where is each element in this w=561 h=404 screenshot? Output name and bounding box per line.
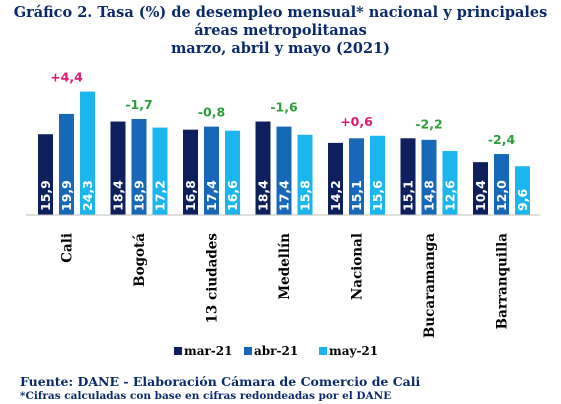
value-label-bucaramanga-abr-21: 14,8 bbox=[422, 180, 437, 211]
value-label-nacional-mar-21: 14,2 bbox=[328, 180, 343, 211]
legend-label-may-21: may-21 bbox=[329, 344, 378, 358]
change-label-medellin: -1,6 bbox=[270, 100, 298, 115]
legend-swatch-abr-21 bbox=[244, 347, 252, 355]
bar-bogota-abr-21 bbox=[131, 118, 147, 215]
bar-bogota-may-21 bbox=[152, 127, 168, 215]
bar-nacional-abr-21 bbox=[349, 138, 364, 215]
legend-label-abr-21: abr-21 bbox=[254, 344, 298, 358]
value-label-cali-abr-21: 19,9 bbox=[59, 180, 74, 211]
legend-swatch-mar-21 bbox=[174, 347, 182, 355]
value-label-barranquilla-mar-21: 10,4 bbox=[473, 180, 488, 211]
value-label-13-ciudades-may-21: 16,6 bbox=[225, 180, 240, 211]
value-label-cali-may-21: 24,3 bbox=[80, 180, 95, 211]
category-label-barranquilla: Barranquilla bbox=[495, 233, 511, 330]
bar-bogota-mar-21 bbox=[110, 121, 126, 215]
change-label-nacional: +0,6 bbox=[340, 114, 373, 129]
bar-13-ciudades-mar-21 bbox=[183, 129, 198, 215]
change-label-13-ciudades: -0,8 bbox=[198, 105, 225, 120]
title-line-1: Gráfico 2. Tasa (%) de desempleo mensual… bbox=[13, 4, 548, 21]
bar-barranquilla-may-21 bbox=[515, 166, 530, 215]
value-label-13-ciudades-mar-21: 16,8 bbox=[183, 180, 198, 211]
change-label-bucaramanga: -2,2 bbox=[415, 116, 442, 131]
bar-13-ciudades-may-21 bbox=[225, 130, 240, 215]
chart-title: Gráfico 2. Tasa (%) de desempleo mensual… bbox=[0, 4, 561, 58]
value-label-barranquilla-may-21: 9,6 bbox=[515, 189, 530, 211]
category-label-bogota: Bogotá bbox=[132, 233, 148, 287]
source-footer: Fuente: DANE - Elaboración Cámara de Com… bbox=[20, 374, 421, 389]
category-label-nacional: Nacional bbox=[350, 233, 366, 300]
value-label-bucaramanga-mar-21: 15,1 bbox=[401, 180, 416, 211]
category-label-13-ciudades: 13 ciudades bbox=[205, 233, 221, 324]
bar-cali-mar-21 bbox=[38, 134, 53, 215]
bar-nacional-mar-21 bbox=[328, 142, 343, 215]
bar-cali-may-21 bbox=[80, 91, 95, 215]
value-label-13-ciudades-abr-21: 17,4 bbox=[204, 180, 219, 211]
value-label-medellin-mar-21: 18,4 bbox=[256, 180, 271, 211]
category-label-medellin: Medellín bbox=[277, 233, 293, 300]
bar-nacional-may-21 bbox=[370, 135, 385, 215]
value-label-nacional-abr-21: 15,1 bbox=[349, 180, 364, 211]
bar-barranquilla-abr-21 bbox=[494, 154, 509, 215]
title-line-2: áreas metropolitanas bbox=[194, 22, 367, 39]
category-label-bucaramanga: Bucaramanga bbox=[422, 233, 438, 338]
legend-label-mar-21: mar-21 bbox=[184, 344, 232, 358]
value-label-bogota-mar-21: 18,4 bbox=[111, 180, 126, 211]
value-label-bucaramanga-may-21: 12,6 bbox=[443, 180, 458, 211]
bar-cali-abr-21 bbox=[59, 113, 74, 215]
change-label-barranquilla: -2,4 bbox=[488, 132, 516, 147]
change-label-cali: +4,4 bbox=[50, 70, 83, 85]
value-label-nacional-may-21: 15,6 bbox=[370, 180, 385, 211]
value-label-medellin-abr-21: 17,4 bbox=[277, 180, 292, 211]
bar-bucaramanga-may-21 bbox=[442, 150, 458, 215]
value-label-cali-mar-21: 15,9 bbox=[38, 180, 53, 211]
bar-13-ciudades-abr-21 bbox=[204, 126, 219, 215]
bar-bucaramanga-abr-21 bbox=[421, 139, 437, 215]
value-label-bogota-may-21: 17,2 bbox=[153, 180, 168, 211]
change-label-bogota: -1,7 bbox=[125, 97, 152, 112]
bar-medellin-abr-21 bbox=[276, 126, 292, 215]
bar-bucaramanga-mar-21 bbox=[400, 138, 416, 215]
note-footer: *Cifras calculadas con base en cifras re… bbox=[20, 390, 392, 402]
category-label-cali: Cali bbox=[60, 233, 76, 263]
title-line-3: marzo, abril y mayo (2021) bbox=[170, 40, 391, 57]
bar-medellin-mar-21 bbox=[255, 121, 271, 215]
value-label-bogota-abr-21: 18,9 bbox=[132, 180, 147, 211]
value-label-barranquilla-abr-21: 12,0 bbox=[494, 180, 509, 211]
legend-swatch-may-21 bbox=[319, 347, 327, 355]
bar-barranquilla-mar-21 bbox=[473, 162, 488, 215]
value-label-medellin-may-21: 15,8 bbox=[298, 180, 313, 211]
bar-medellin-may-21 bbox=[297, 134, 313, 215]
